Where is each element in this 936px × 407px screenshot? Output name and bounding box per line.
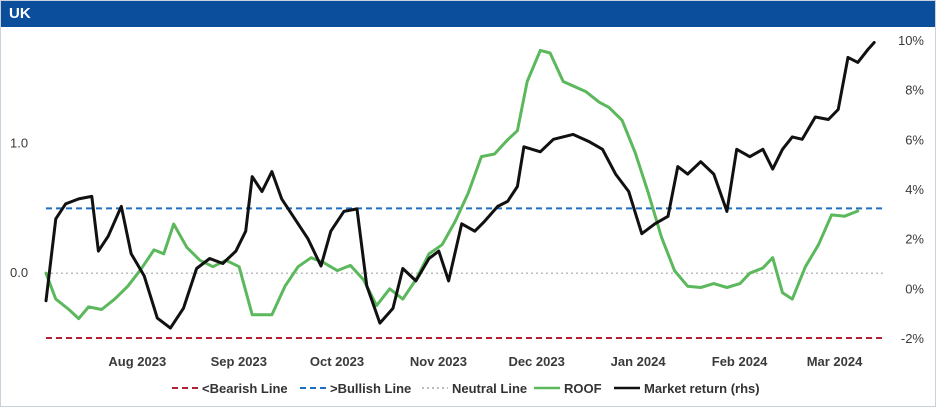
x-tick-label: Sep 2023 (211, 354, 267, 369)
legend-label: <Bearish Line (202, 381, 288, 396)
x-tick-label: Feb 2024 (712, 354, 768, 369)
legend-entry-1: >Bullish Line (300, 381, 411, 396)
left-axis-ticks: 0.0 1.0 (10, 136, 28, 281)
legend-label: Neutral Line (452, 381, 527, 396)
right-tick-label: 4% (905, 182, 924, 197)
series-layer (44, 41, 876, 330)
x-tick-label: Jan 2024 (611, 354, 667, 369)
legend-entry-2: Neutral Line (422, 381, 527, 396)
x-tick-label: Nov 2023 (410, 354, 467, 369)
right-tick-label: 0% (905, 281, 924, 296)
series-line-0 (44, 48, 860, 321)
series-line-1 (44, 41, 876, 330)
x-tick-label: Oct 2023 (310, 354, 364, 369)
x-tick-label: Dec 2023 (508, 354, 564, 369)
x-axis-ticks: Aug 2023 Sep 2023 Oct 2023 Nov 2023 Dec 2023… (108, 354, 863, 369)
left-tick-label: 0.0 (10, 265, 28, 280)
legend-entry-0: <Bearish Line (172, 381, 288, 396)
chart-title-bar: UK (1, 1, 935, 27)
legend-label: >Bullish Line (330, 381, 411, 396)
legend-label: ROOF (564, 381, 602, 396)
right-tick-label: 6% (905, 132, 924, 147)
right-tick-label: 8% (905, 83, 924, 98)
legend-entry-3: ROOF (534, 381, 602, 396)
right-tick-label: 2% (905, 232, 924, 247)
chart-title: UK (9, 5, 31, 22)
x-tick-label: Mar 2024 (807, 354, 863, 369)
legend-entry-4: Market return (rhs) (614, 381, 760, 396)
legend: <Bearish Line >Bullish Line Neutral Line RO… (172, 381, 760, 396)
left-tick-label: 1.0 (10, 136, 28, 151)
legend-label: Market return (rhs) (644, 381, 760, 396)
right-axis-ticks: -2% 0% 2% 4% 6% 8% 10% (898, 33, 924, 346)
right-tick-label: 10% (898, 33, 924, 48)
x-tick-label: Aug 2023 (108, 354, 166, 369)
right-tick-label: -2% (901, 331, 925, 346)
